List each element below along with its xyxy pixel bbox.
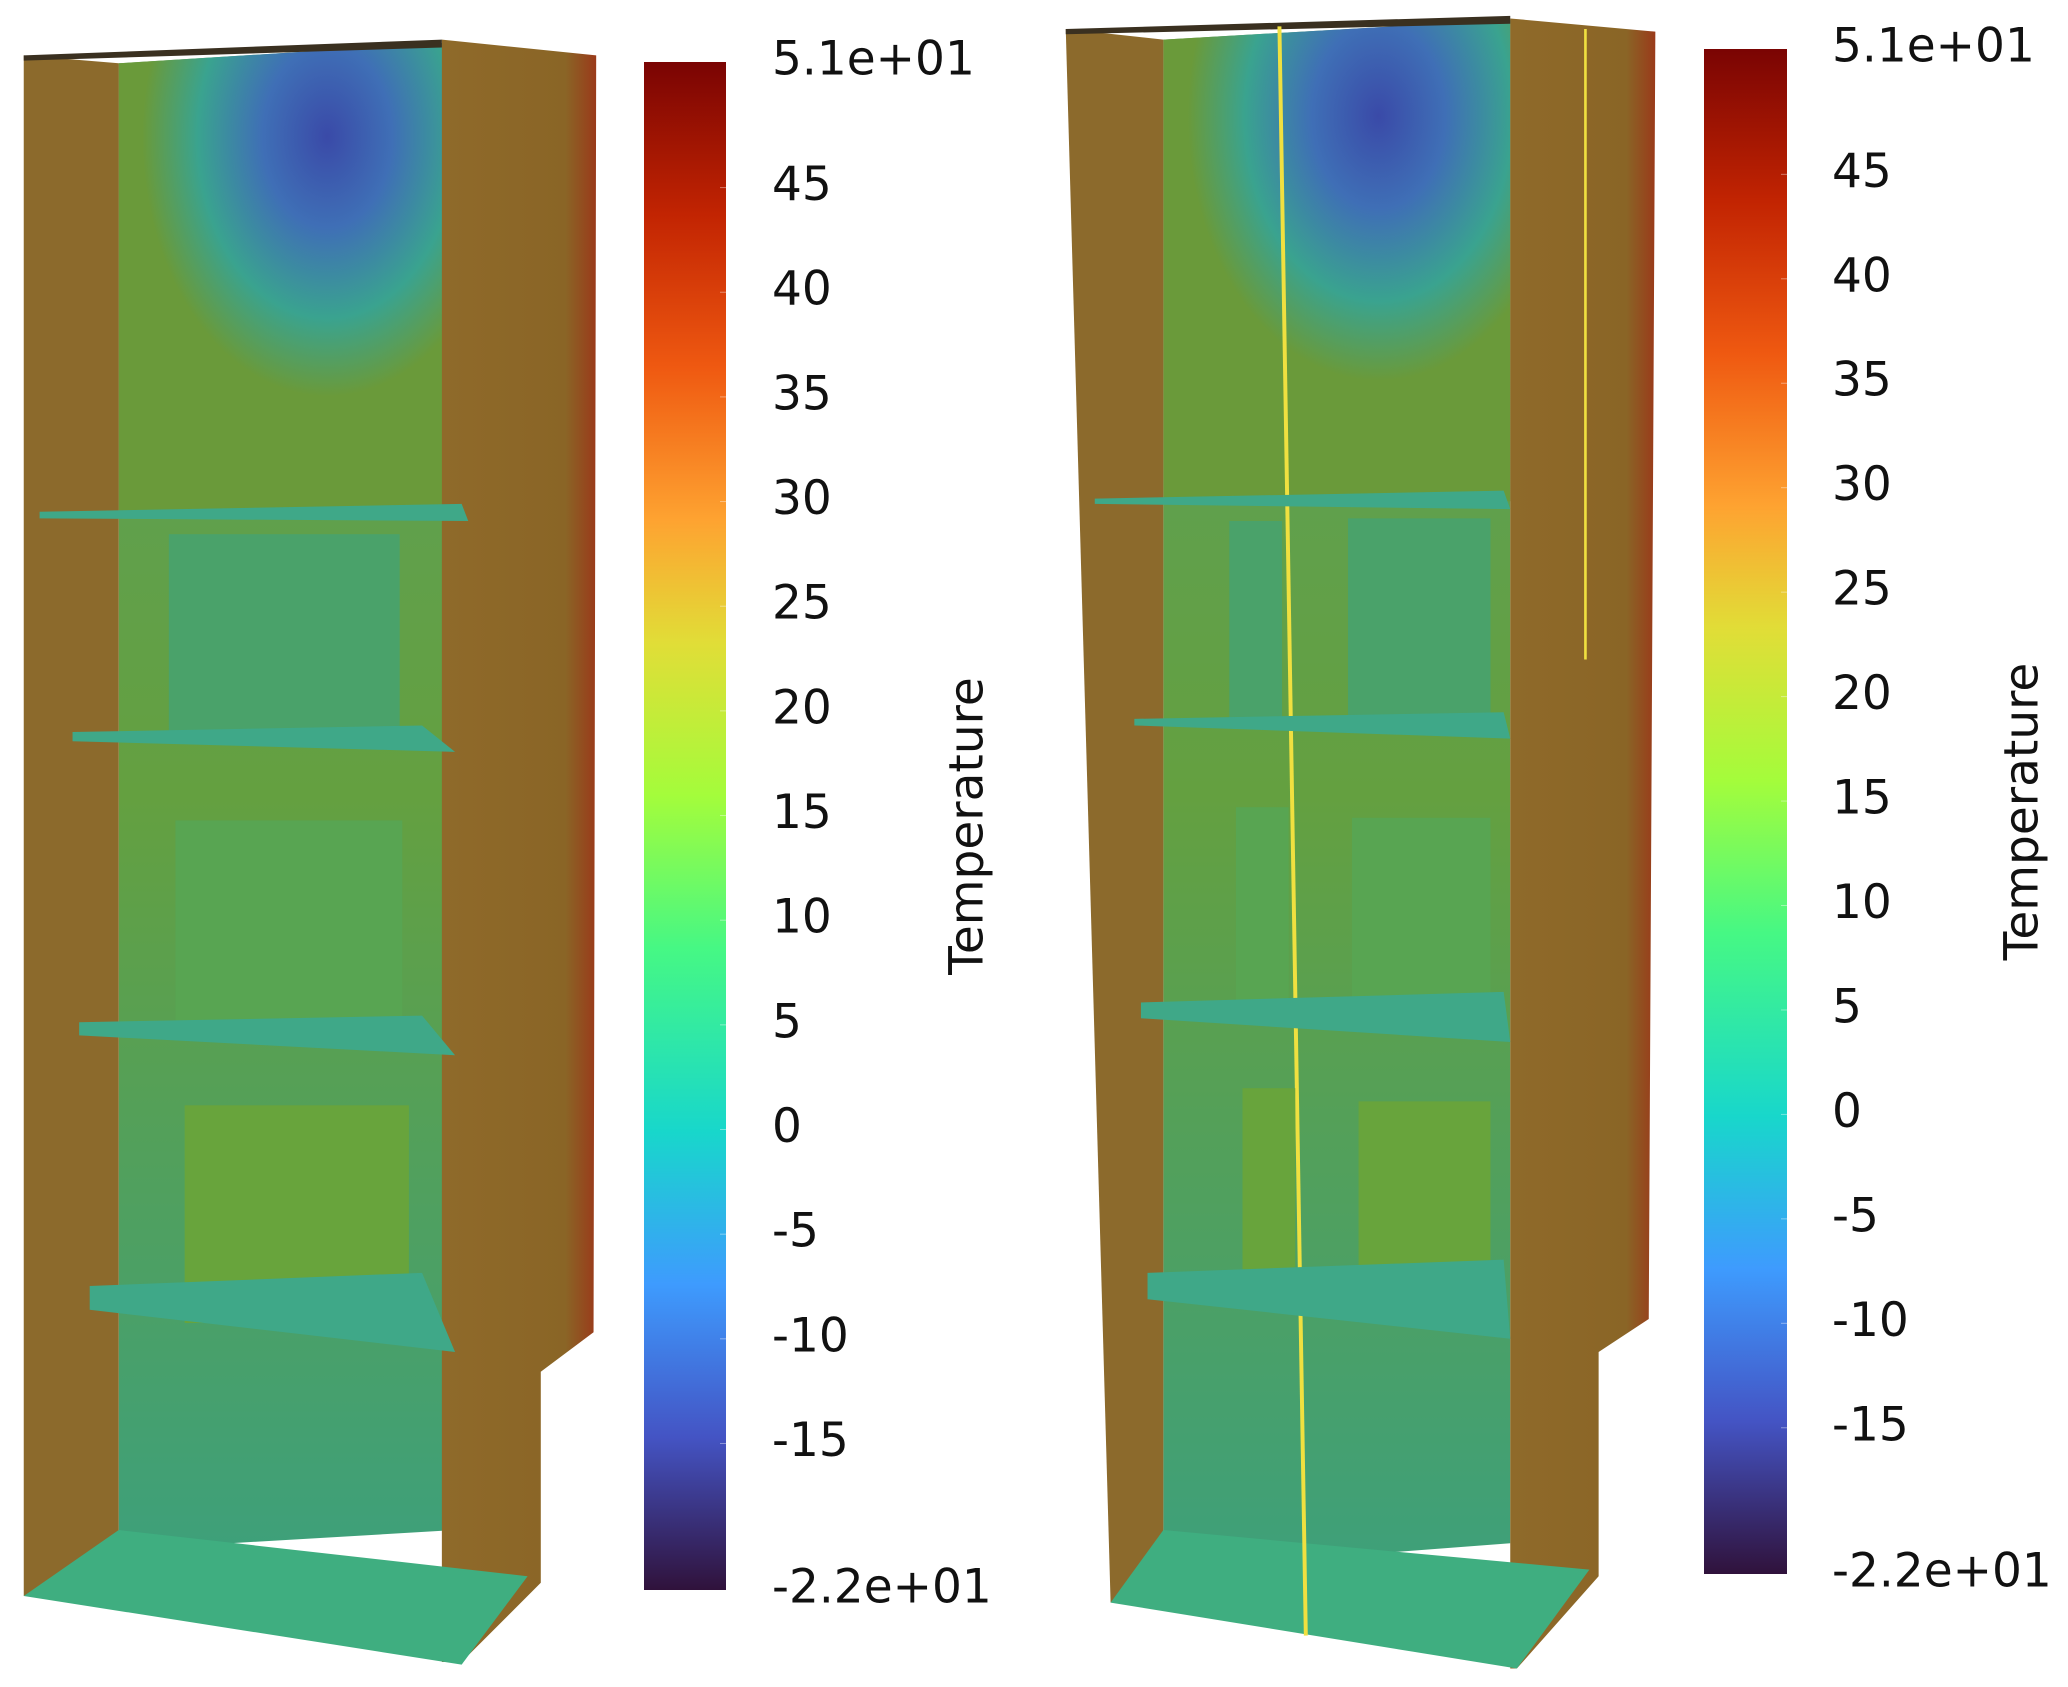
left-wall: [23, 55, 119, 1596]
tick-label: 10: [1832, 875, 1892, 930]
shelf: [1140, 991, 1511, 1043]
render-left: [23, 39, 597, 1665]
colorbar: [1704, 49, 1787, 1574]
shelf: [39, 503, 469, 522]
range-label: -2.2e+01: [772, 1560, 992, 1615]
tick-label: -10: [772, 1308, 849, 1363]
shelf: [1134, 712, 1511, 739]
tick-label: 25: [772, 576, 832, 631]
tick-label: 20: [772, 680, 832, 735]
tick-label: 30: [772, 471, 832, 526]
box: [1348, 518, 1491, 723]
tick-label: -15: [1832, 1397, 1909, 1452]
range-label: 5.1e+01: [772, 32, 975, 87]
box: [1235, 807, 1289, 1019]
tick-label: -15: [772, 1413, 849, 1468]
right-wall: [441, 39, 597, 1662]
box: [1242, 1088, 1296, 1293]
tick-label: 30: [1832, 457, 1892, 512]
tick-label: 10: [772, 890, 832, 945]
tick-label: 40: [772, 262, 832, 317]
colorbars: -2.2e+01 5.1e+01 45 40 35 30 25 20 15 10 5 0 -5 -10 -1…: [644, 19, 2052, 1615]
tick-label: -10: [1832, 1293, 1909, 1348]
tick-label: 5: [1832, 979, 1862, 1034]
right-wall: [1510, 18, 1656, 1669]
cold-region: [1163, 19, 1511, 502]
tick-label: 20: [1832, 666, 1892, 721]
tick-label: 15: [1832, 771, 1892, 826]
shelf: [89, 1272, 456, 1352]
left-wall: [1065, 29, 1164, 1603]
tick-label: 35: [1832, 353, 1892, 408]
range-label: 5.1e+01: [1832, 19, 2035, 74]
floor: [23, 1530, 528, 1665]
cold-region: [118, 42, 456, 515]
box: [168, 534, 400, 733]
shelf: [1094, 490, 1511, 510]
tick-label: 0: [1832, 1084, 1862, 1139]
floor: [1110, 1530, 1590, 1669]
box: [1351, 817, 1491, 1023]
top-edge: [23, 39, 442, 61]
shelf: [1147, 1259, 1511, 1339]
tick-label: 45: [1832, 144, 1892, 199]
tick-label: 40: [1832, 248, 1892, 303]
tick-label: -5: [1832, 1188, 1879, 1243]
shelf: [72, 725, 456, 752]
top-edge: [1065, 15, 1511, 35]
divider: [1277, 26, 1308, 1636]
tick-label: 35: [772, 366, 832, 421]
tick-label: 5: [772, 994, 802, 1049]
shelf: [79, 1015, 456, 1056]
colorbar: [644, 62, 726, 1590]
range-label: -2.2e+01: [1832, 1544, 2052, 1599]
box: [1229, 521, 1283, 719]
render-right: [1065, 15, 1656, 1669]
tick-label: -5: [772, 1204, 819, 1259]
tick-label: 15: [772, 785, 832, 840]
colorbar-title: Temperature: [940, 677, 995, 976]
tick-label: 25: [1832, 562, 1892, 617]
tick-label: 0: [772, 1099, 802, 1154]
colorbar-title: Temperature: [1995, 663, 2050, 962]
box: [175, 820, 403, 1032]
tick-label: 45: [772, 157, 832, 212]
